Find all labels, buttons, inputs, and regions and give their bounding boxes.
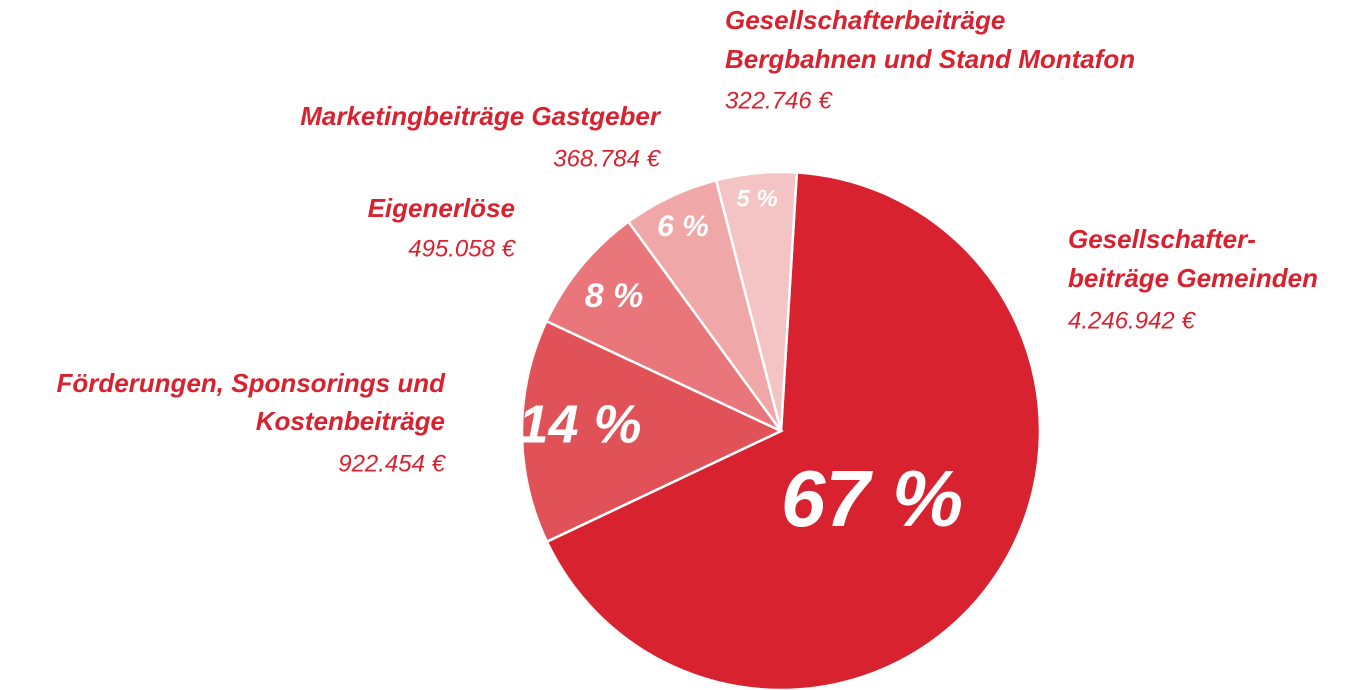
category-label: Gesellschafter- — [1068, 224, 1256, 254]
category-label: Eigenerlöse — [368, 193, 515, 223]
pie-slice — [714, 170, 799, 432]
category-label: Gesellschafterbeiträge — [725, 5, 1005, 35]
category-label: Marketingbeiträge Gastgeber — [300, 101, 662, 131]
amount-label: 4.246.942 € — [1068, 307, 1196, 334]
amount-label: 368.784 € — [553, 145, 661, 172]
percent-label: 67 % — [781, 454, 963, 543]
category-label: Kostenbeiträge — [256, 406, 445, 436]
amount-label: 922.454 € — [338, 450, 446, 477]
percent-label: 6 % — [657, 210, 709, 243]
pie-slice — [520, 319, 784, 544]
percent-label: 8 % — [585, 277, 644, 315]
category-label: beiträge Gemeinden — [1068, 263, 1318, 293]
percent-label: 5 % — [736, 185, 777, 212]
pie-slice — [544, 219, 783, 433]
amount-label: 322.746 € — [725, 87, 833, 114]
amount-label: 495.058 € — [408, 235, 516, 262]
percent-label: 14 % — [518, 394, 641, 454]
category-label: Bergbahnen und Stand Montafon — [725, 44, 1135, 74]
pie-slice — [545, 171, 1042, 690]
category-label: Förderungen, Sponsorings und — [56, 368, 446, 398]
